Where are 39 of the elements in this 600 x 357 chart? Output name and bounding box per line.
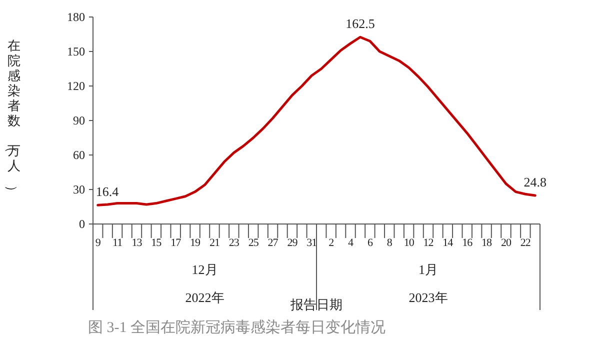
- text: 2022年: [185, 290, 224, 305]
- y-tick-label: 60: [73, 148, 85, 162]
- y-tick-label: 30: [73, 182, 85, 196]
- y-tick-label: 0: [79, 217, 85, 231]
- x-tick-label: 11: [112, 237, 122, 249]
- x-tick-label: 12: [423, 237, 434, 249]
- text: 12月: [192, 262, 218, 277]
- x-tick-label: 22: [520, 237, 530, 249]
- text: 1月: [418, 262, 438, 277]
- x-tick-label: 9: [95, 237, 102, 249]
- x-tick-label: 17: [170, 237, 182, 249]
- y-tick-label: 180: [67, 10, 85, 24]
- x-tick-label: 14: [442, 237, 454, 249]
- x-axis-title: 报告日期: [290, 297, 342, 312]
- y-tick-label: 150: [67, 44, 85, 58]
- x-tick-label: 23: [228, 237, 240, 249]
- text: 在院感染者数（万人）: [4, 38, 20, 198]
- x-tick-label: 16: [462, 237, 474, 249]
- data-label: 24.8: [524, 174, 547, 190]
- x-tick-label: 29: [287, 237, 298, 249]
- x-tick-label: 25: [248, 237, 260, 249]
- data-label: 162.5: [346, 16, 375, 32]
- x-tick-label: 21: [209, 237, 220, 249]
- x-tick-label: 19: [190, 237, 202, 249]
- y-tick-label: 120: [67, 79, 85, 93]
- y-tick-label: 90: [73, 114, 85, 128]
- data-label: 16.4: [96, 184, 120, 200]
- x-tick-label: 8: [386, 237, 393, 249]
- text: 2023年: [408, 290, 448, 305]
- x-tick-label: 2: [328, 237, 334, 249]
- x-tick-label: 20: [500, 237, 512, 249]
- x-tick-label: 27: [268, 237, 279, 249]
- x-tick-label: 6: [367, 237, 374, 249]
- x-tick-label: 15: [151, 237, 162, 249]
- x-tick-label: 4: [348, 237, 354, 249]
- caption: 图 3-1 全国在院新冠病毒感染者每日变化情况: [88, 319, 386, 336]
- x-tick-label: 13: [132, 237, 143, 249]
- x-tick-label: 10: [404, 237, 415, 249]
- x-tick-label: 18: [482, 237, 493, 249]
